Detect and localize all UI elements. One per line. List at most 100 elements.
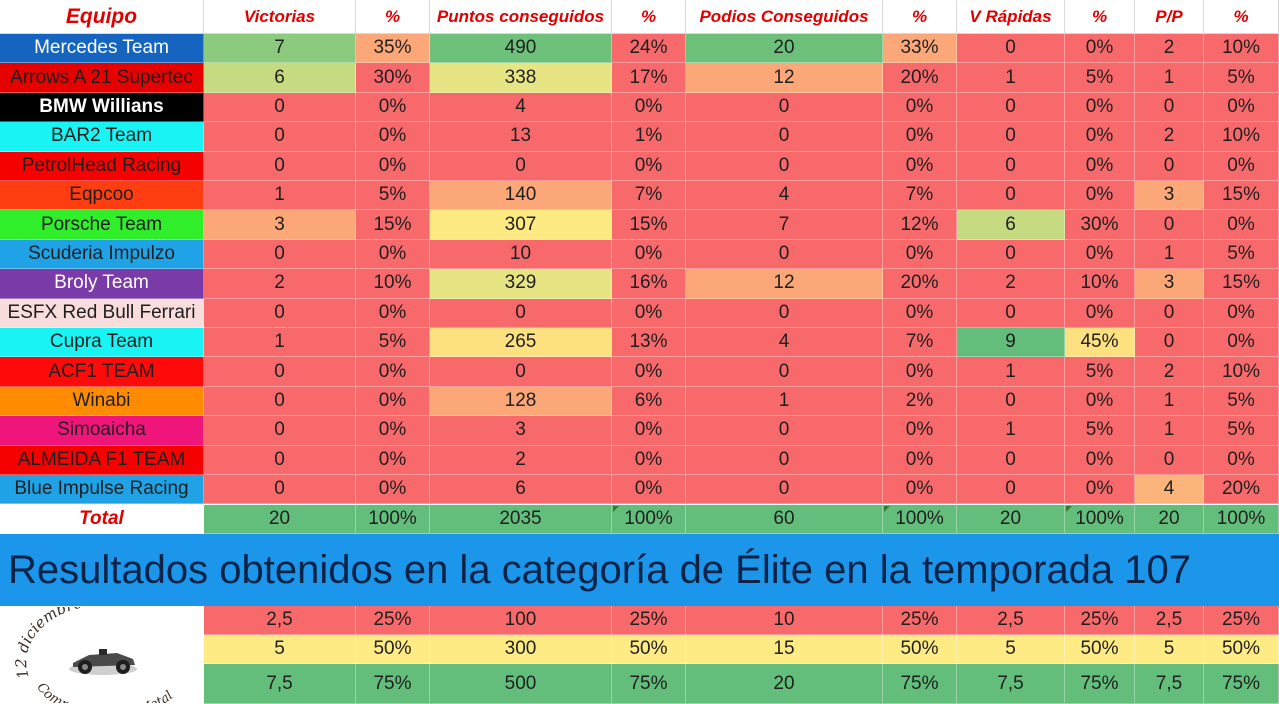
victorias-cell[interactable]: 0 <box>204 445 356 475</box>
total-pct-pp-cell[interactable]: 100% <box>1204 505 1279 534</box>
threshold-pct-victorias-cell[interactable]: 25% <box>356 606 430 635</box>
header-victorias[interactable]: Victorias <box>204 0 356 34</box>
pp-cell[interactable]: 0 <box>1135 151 1204 181</box>
threshold-vrapidas-cell[interactable]: 5 <box>957 635 1065 664</box>
pp-cell[interactable]: 1 <box>1135 386 1204 417</box>
pct-pp-cell[interactable]: 15% <box>1204 269 1279 299</box>
team-name-cell[interactable]: Broly Team <box>0 269 204 299</box>
pct-puntos-cell[interactable]: 0% <box>612 416 686 446</box>
victorias-cell[interactable]: 1 <box>204 328 356 358</box>
pct-podios-cell[interactable]: 0% <box>883 416 957 446</box>
threshold-pp-cell[interactable]: 7,5 <box>1135 664 1204 704</box>
total-pct-victorias-cell[interactable]: 100% <box>356 505 430 534</box>
team-name-cell[interactable]: Porsche Team <box>0 210 204 240</box>
pct-pp-cell[interactable]: 15% <box>1204 181 1279 211</box>
team-name-cell[interactable]: BMW Willians <box>0 92 204 123</box>
podios-cell[interactable]: 4 <box>686 181 883 211</box>
puntos-cell[interactable]: 265 <box>430 328 612 358</box>
podios-cell[interactable]: 0 <box>686 92 883 123</box>
victorias-cell[interactable]: 3 <box>204 210 356 240</box>
puntos-cell[interactable]: 10 <box>430 239 612 270</box>
pct-vrapidas-cell[interactable]: 30% <box>1065 210 1135 240</box>
total-puntos-cell[interactable]: 2035 <box>430 505 612 534</box>
threshold-pct-podios-cell[interactable]: 75% <box>883 664 957 704</box>
header-pct-pp[interactable]: % <box>1204 0 1279 34</box>
pct-podios-cell[interactable]: 2% <box>883 386 957 417</box>
threshold-pct-victorias-cell[interactable]: 75% <box>356 664 430 704</box>
pct-podios-cell[interactable]: 20% <box>883 63 957 93</box>
team-name-cell[interactable]: Blue Impulse Racing <box>0 475 204 505</box>
puntos-cell[interactable]: 13 <box>430 122 612 152</box>
pct-victorias-cell[interactable]: 0% <box>356 239 430 270</box>
pct-victorias-cell[interactable]: 0% <box>356 445 430 475</box>
threshold-pp-cell[interactable]: 2,5 <box>1135 606 1204 635</box>
vrapidas-cell[interactable]: 0 <box>957 181 1065 211</box>
victorias-cell[interactable]: 0 <box>204 386 356 417</box>
team-name-cell[interactable]: Simoaicha <box>0 416 204 446</box>
pct-pp-cell[interactable]: 0% <box>1204 328 1279 358</box>
pct-pp-cell[interactable]: 0% <box>1204 298 1279 328</box>
vrapidas-cell[interactable]: 0 <box>957 386 1065 417</box>
threshold-victorias-cell[interactable]: 5 <box>204 635 356 664</box>
vrapidas-cell[interactable]: 1 <box>957 357 1065 387</box>
puntos-cell[interactable]: 0 <box>430 151 612 181</box>
header-pct-podios[interactable]: % <box>883 0 957 34</box>
total-pct-vrapidas-cell[interactable]: 100% <box>1065 505 1135 534</box>
pct-victorias-cell[interactable]: 0% <box>356 122 430 152</box>
puntos-cell[interactable]: 4 <box>430 92 612 123</box>
pct-puntos-cell[interactable]: 17% <box>612 63 686 93</box>
total-pct-puntos-cell[interactable]: 100% <box>612 505 686 534</box>
vrapidas-cell[interactable]: 0 <box>957 34 1065 64</box>
pct-podios-cell[interactable]: 0% <box>883 298 957 328</box>
pct-podios-cell[interactable]: 0% <box>883 122 957 152</box>
pp-cell[interactable]: 1 <box>1135 239 1204 270</box>
team-name-cell[interactable]: ALMEIDA F1 TEAM <box>0 445 204 475</box>
pct-pp-cell[interactable]: 10% <box>1204 34 1279 64</box>
victorias-cell[interactable]: 6 <box>204 63 356 93</box>
threshold-pct-vrapidas-cell[interactable]: 50% <box>1065 635 1135 664</box>
team-name-cell[interactable]: ESFX Red Bull Ferrari <box>0 298 204 328</box>
header-pct-puntos[interactable]: % <box>612 0 686 34</box>
threshold-pct-vrapidas-cell[interactable]: 75% <box>1065 664 1135 704</box>
pp-cell[interactable]: 1 <box>1135 63 1204 93</box>
vrapidas-cell[interactable]: 0 <box>957 122 1065 152</box>
pct-puntos-cell[interactable]: 24% <box>612 34 686 64</box>
pct-vrapidas-cell[interactable]: 0% <box>1065 181 1135 211</box>
threshold-puntos-cell[interactable]: 100 <box>430 606 612 635</box>
pct-victorias-cell[interactable]: 0% <box>356 416 430 446</box>
team-name-cell[interactable]: Arrows A 21 Supertec <box>0 63 204 93</box>
puntos-cell[interactable]: 0 <box>430 298 612 328</box>
pp-cell[interactable]: 0 <box>1135 328 1204 358</box>
pct-podios-cell[interactable]: 0% <box>883 357 957 387</box>
threshold-victorias-cell[interactable]: 7,5 <box>204 664 356 704</box>
pct-vrapidas-cell[interactable]: 5% <box>1065 416 1135 446</box>
pp-cell[interactable]: 2 <box>1135 122 1204 152</box>
pct-puntos-cell[interactable]: 7% <box>612 181 686 211</box>
pct-pp-cell[interactable]: 20% <box>1204 475 1279 505</box>
podios-cell[interactable]: 0 <box>686 239 883 270</box>
podios-cell[interactable]: 7 <box>686 210 883 240</box>
pct-puntos-cell[interactable]: 0% <box>612 239 686 270</box>
podios-cell[interactable]: 12 <box>686 269 883 299</box>
pp-cell[interactable]: 4 <box>1135 475 1204 505</box>
header-vrapidas[interactable]: V Rápidas <box>957 0 1065 34</box>
threshold-pct-victorias-cell[interactable]: 50% <box>356 635 430 664</box>
podios-cell[interactable]: 0 <box>686 475 883 505</box>
pct-vrapidas-cell[interactable]: 0% <box>1065 34 1135 64</box>
pct-puntos-cell[interactable]: 1% <box>612 122 686 152</box>
pct-pp-cell[interactable]: 0% <box>1204 445 1279 475</box>
puntos-cell[interactable]: 128 <box>430 386 612 417</box>
puntos-cell[interactable]: 3 <box>430 416 612 446</box>
pct-puntos-cell[interactable]: 13% <box>612 328 686 358</box>
pct-podios-cell[interactable]: 0% <box>883 475 957 505</box>
threshold-pct-vrapidas-cell[interactable]: 25% <box>1065 606 1135 635</box>
pct-puntos-cell[interactable]: 0% <box>612 357 686 387</box>
vrapidas-cell[interactable]: 6 <box>957 210 1065 240</box>
threshold-podios-cell[interactable]: 20 <box>686 664 883 704</box>
pct-puntos-cell[interactable]: 0% <box>612 298 686 328</box>
pct-puntos-cell[interactable]: 15% <box>612 210 686 240</box>
pct-vrapidas-cell[interactable]: 0% <box>1065 92 1135 123</box>
team-name-cell[interactable]: PetrolHead Racing <box>0 151 204 181</box>
victorias-cell[interactable]: 0 <box>204 151 356 181</box>
puntos-cell[interactable]: 140 <box>430 181 612 211</box>
